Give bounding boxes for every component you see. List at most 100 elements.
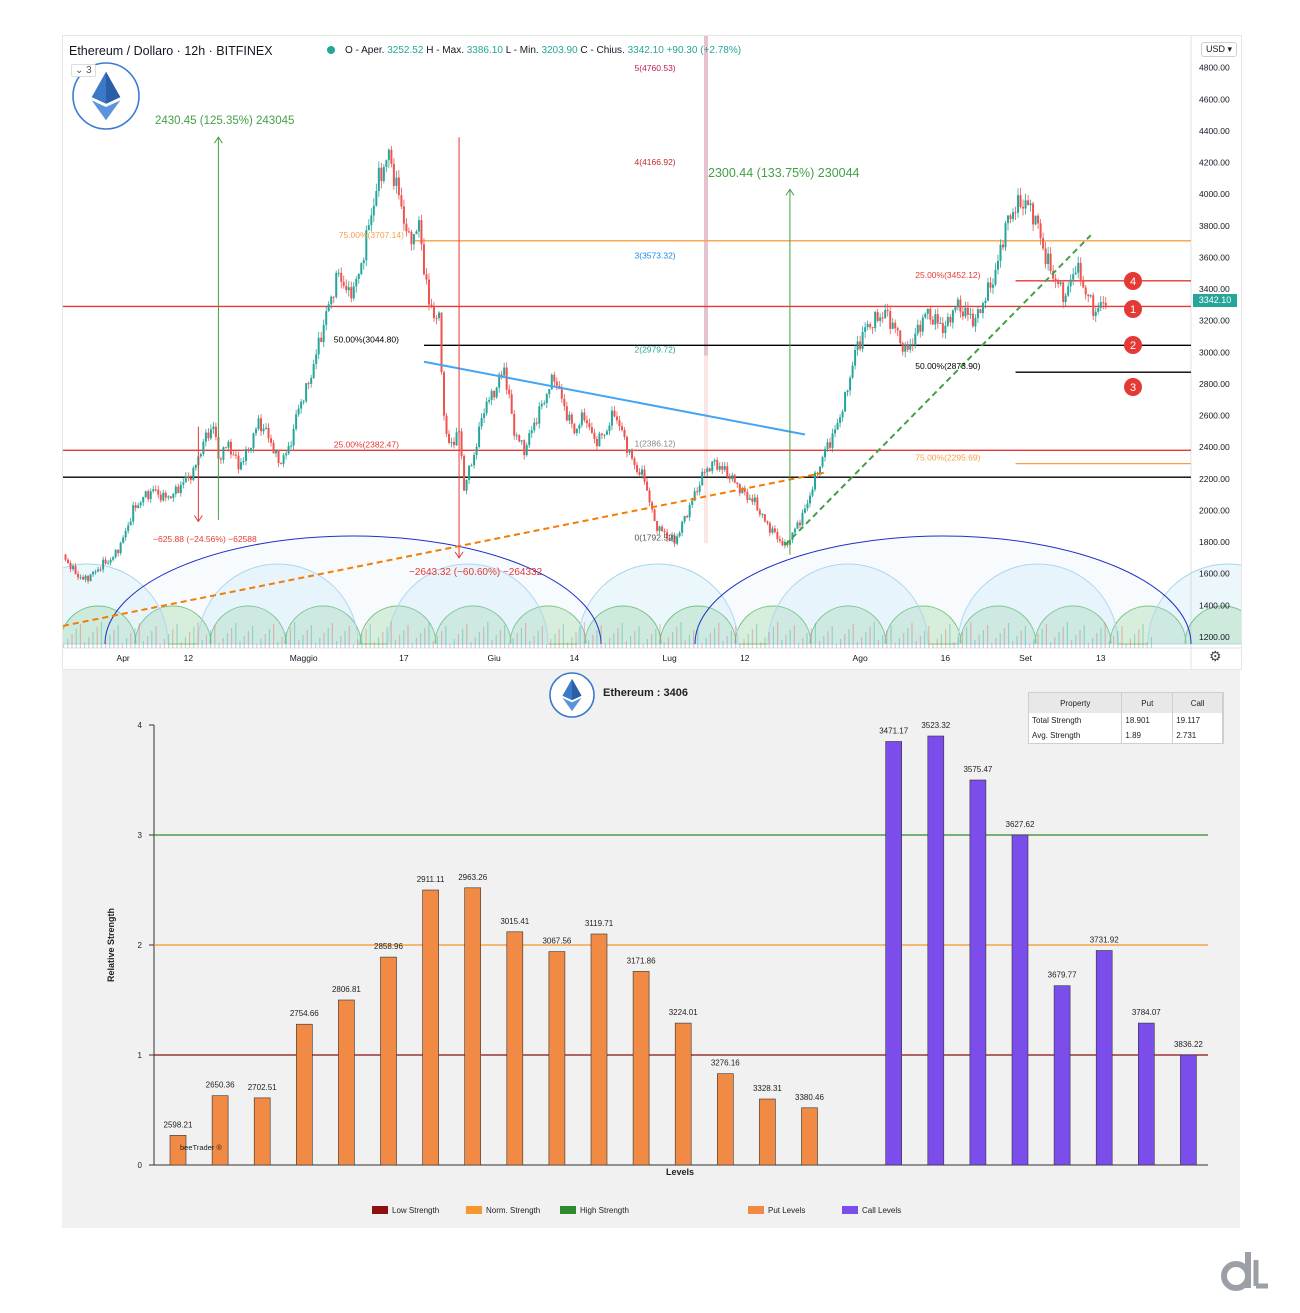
candle-body bbox=[82, 577, 85, 580]
volume-bar bbox=[1066, 622, 1068, 648]
indicators-collapse-toggle[interactable]: ⌄ 3 bbox=[71, 64, 96, 77]
candle-body bbox=[824, 448, 827, 458]
candle-body bbox=[485, 401, 488, 414]
candle-body bbox=[222, 447, 225, 460]
candle-body bbox=[267, 427, 270, 439]
currency-selector[interactable]: USD ▾ bbox=[1201, 42, 1238, 57]
candle-body bbox=[385, 160, 388, 168]
volume-bar bbox=[1100, 628, 1102, 648]
candle-body bbox=[778, 539, 781, 541]
candle-body bbox=[342, 281, 345, 286]
candle-body bbox=[560, 389, 563, 399]
candle-body bbox=[879, 317, 882, 321]
volume-bar bbox=[1020, 631, 1022, 648]
strength-bar bbox=[1138, 1022, 1155, 1166]
price-axis-tick: 1400.00 bbox=[1199, 600, 1230, 610]
candle-body bbox=[275, 450, 278, 454]
candle-body bbox=[971, 313, 974, 327]
candle-body bbox=[445, 415, 448, 434]
gear-icon[interactable]: ⚙ bbox=[1209, 648, 1222, 664]
strength-bar bbox=[759, 1098, 776, 1166]
candle-body bbox=[97, 569, 100, 572]
table-header-call: Call bbox=[1172, 693, 1223, 713]
bar-value-label: 2858.96 bbox=[374, 942, 403, 951]
price-axis-tick: 3000.00 bbox=[1199, 347, 1230, 357]
legend-item: Low Strength bbox=[372, 1206, 439, 1215]
candle-body bbox=[916, 324, 919, 334]
candle-body bbox=[1102, 302, 1105, 304]
candle-body bbox=[64, 554, 67, 560]
volume-bar bbox=[176, 624, 178, 648]
candle-body bbox=[716, 460, 719, 470]
candle-body bbox=[1034, 215, 1037, 225]
candle-body bbox=[422, 244, 425, 275]
table-cell: 18.901 bbox=[1121, 713, 1174, 728]
candle-body bbox=[94, 571, 97, 573]
candle-body bbox=[194, 465, 197, 468]
legend-swatch bbox=[466, 1206, 482, 1214]
time-axis-tick: 17 bbox=[399, 653, 409, 663]
candle-body bbox=[312, 363, 315, 378]
candle-body bbox=[207, 432, 210, 439]
strength-bar-group: 2754.66 bbox=[290, 1009, 319, 1166]
price-axis-tick: 2400.00 bbox=[1199, 442, 1230, 452]
candle-body bbox=[1004, 223, 1007, 248]
volume-bar bbox=[382, 632, 384, 648]
strength-bar-group: 3471.17 bbox=[879, 727, 909, 1166]
volume-bar bbox=[567, 642, 569, 648]
candle-body bbox=[814, 472, 816, 490]
candle-body bbox=[573, 423, 576, 434]
candle-body bbox=[934, 314, 937, 325]
strength-bar bbox=[548, 951, 566, 1166]
volume-bar bbox=[1024, 626, 1026, 648]
candle-body bbox=[375, 191, 378, 206]
volume-bar bbox=[386, 627, 388, 648]
candle-body bbox=[553, 374, 556, 382]
candle-body bbox=[427, 279, 430, 305]
candle-body bbox=[397, 177, 400, 196]
candle-body bbox=[405, 223, 408, 232]
ohlc-low: 3203.90 bbox=[541, 45, 578, 56]
candle-body bbox=[77, 573, 80, 578]
candle-body bbox=[994, 269, 997, 285]
volume-bar bbox=[655, 629, 657, 648]
candle-body bbox=[262, 428, 265, 432]
candle-body bbox=[295, 414, 298, 429]
candle-body bbox=[761, 514, 764, 516]
cycle-arcs-indicator bbox=[63, 535, 1241, 645]
bar-value-label: 3171.86 bbox=[627, 956, 656, 965]
dt-logo-icon bbox=[1221, 1252, 1268, 1291]
candle-body bbox=[691, 500, 694, 505]
volume-bar bbox=[865, 632, 867, 648]
candle-body bbox=[703, 471, 706, 473]
candle-body bbox=[949, 316, 952, 323]
strength-bar-group: 2858.96 bbox=[374, 942, 404, 1166]
candle-body bbox=[1059, 282, 1062, 284]
candle-body bbox=[204, 432, 207, 442]
price-axis-tick: 1200.00 bbox=[1199, 632, 1230, 642]
strength-bar-group: 3171.86 bbox=[627, 956, 656, 1166]
legend-swatch bbox=[560, 1206, 576, 1214]
candle-body bbox=[603, 434, 606, 436]
candle-body bbox=[380, 167, 383, 182]
volume-bar bbox=[940, 634, 942, 648]
candle-body bbox=[808, 495, 811, 504]
level-badge: 4 bbox=[1124, 272, 1142, 290]
strength-bar-group: 3276.16 bbox=[711, 1059, 740, 1166]
volume-bar bbox=[718, 623, 720, 648]
candle-body bbox=[816, 472, 819, 475]
candle-body bbox=[921, 317, 924, 332]
candle-body bbox=[671, 535, 674, 541]
candle-body bbox=[773, 528, 776, 533]
volume-bar bbox=[953, 642, 955, 648]
measure-arrow-head bbox=[454, 551, 464, 559]
candle-body bbox=[583, 412, 586, 421]
candle-body bbox=[1077, 262, 1080, 273]
candle-body bbox=[448, 433, 451, 443]
volume-bar bbox=[407, 625, 409, 648]
cycle-arc-small bbox=[959, 605, 1037, 645]
candle-body bbox=[859, 341, 862, 349]
candle-body bbox=[187, 476, 190, 478]
legend-label: Call Levels bbox=[862, 1206, 901, 1215]
bar-chart-title: Ethereum : 3406 bbox=[603, 687, 688, 699]
